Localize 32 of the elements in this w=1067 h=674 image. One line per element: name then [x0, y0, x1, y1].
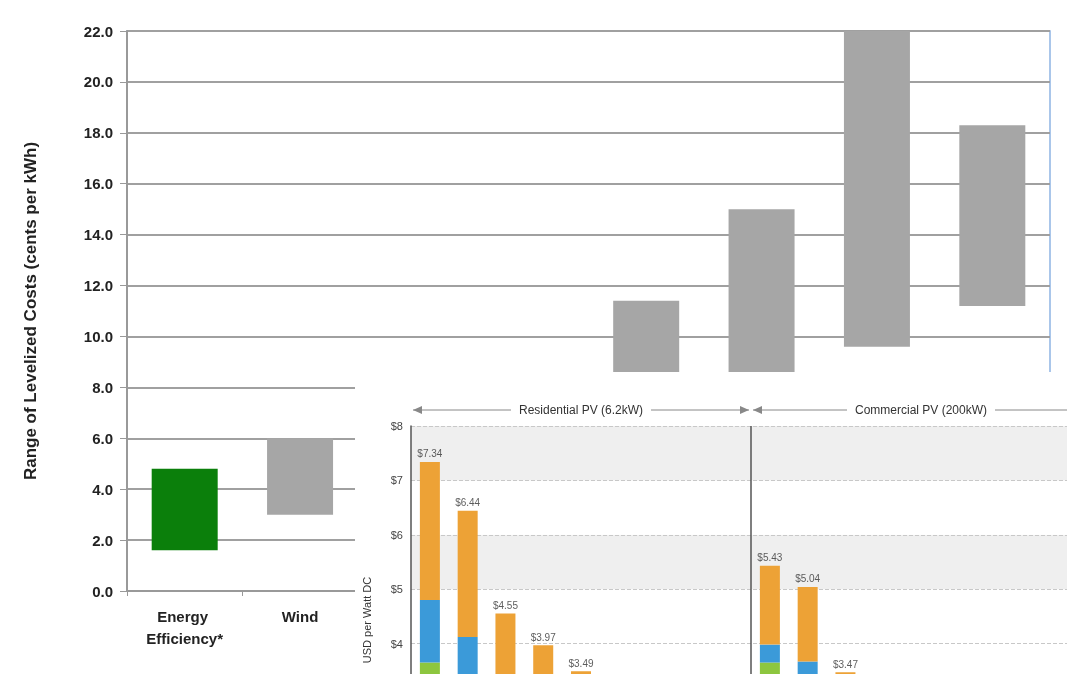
y-tick-label: 0.0	[92, 582, 113, 600]
y-tick-label: $7	[390, 474, 403, 487]
total-label: $3.47	[832, 658, 859, 670]
y-tick-label: $8	[390, 420, 403, 432]
total-label: $7.34	[417, 448, 443, 460]
y-tick-label: 4.0	[92, 480, 113, 498]
total-label: $3.49	[568, 657, 594, 669]
total-label: $4.55	[492, 600, 519, 612]
y-tick-label: 6.0	[92, 429, 113, 447]
annotation: Commercial PV (200kW)	[854, 403, 988, 417]
total-label: $5.04	[795, 573, 821, 585]
y-tick-label: $6	[390, 528, 403, 541]
y-tick-label: 18.0	[83, 124, 113, 142]
y-tick-label: 10.0	[83, 327, 113, 345]
y-tick-label: 14.0	[83, 226, 113, 244]
y-tick-label: $4	[390, 637, 403, 650]
y-tick-label: 20.0	[83, 73, 113, 91]
y-tick-label: 12.0	[83, 277, 113, 295]
y-tick-label: 2.0	[92, 531, 113, 549]
x-tick-label: Energy Efficiency*	[146, 607, 224, 647]
y-axis-title: Range of Levelized Costs (cents per kWh)	[21, 141, 40, 481]
x-tick-label: Wind	[281, 607, 319, 625]
annotation: Residential PV (6.2kW)	[518, 403, 644, 417]
total-label: $3.97	[530, 631, 557, 643]
y-tick-label: 16.0	[83, 175, 113, 193]
y-tick-label: $5	[390, 583, 403, 596]
bar	[151, 468, 218, 551]
y-tick-label: 8.0	[92, 378, 113, 396]
total-label: $6.44	[455, 497, 481, 509]
y-tick-label: 22.0	[83, 22, 113, 40]
total-label: $5.43	[757, 552, 783, 564]
y-axis-title: USD per Watt DC	[361, 576, 373, 664]
